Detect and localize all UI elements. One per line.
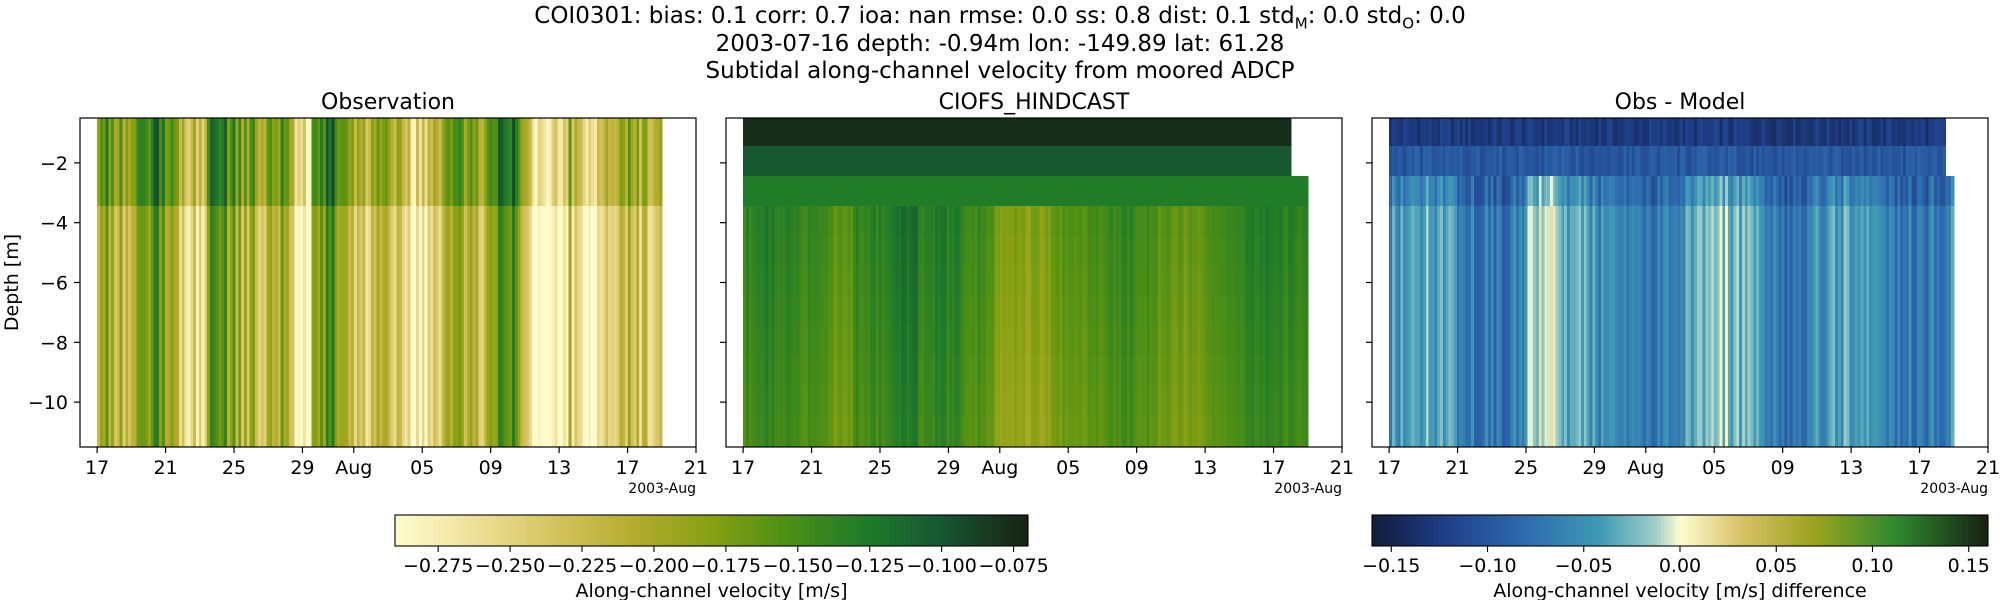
colorbar-tick-label: −0.125 <box>835 555 905 577</box>
x-tick-label: 21 <box>799 457 823 479</box>
y-tick-label: −8 <box>40 332 68 354</box>
figure-title-line-1: COI0301: bias: 0.1 corr: 0.7 ioa: nan rm… <box>534 3 1466 33</box>
x-tick-label: 13 <box>1839 457 1863 479</box>
x-tick-label: 21 <box>153 457 177 479</box>
colorbar-tick-label: −0.05 <box>1555 555 1613 577</box>
figure-title-line-2: 2003-07-16 depth: -0.94m lon: -149.89 la… <box>715 31 1285 57</box>
colorbar-tick-label: −0.075 <box>978 555 1048 577</box>
colorbar-tick-label: −0.150 <box>763 555 833 577</box>
panel-title: Observation <box>321 90 455 115</box>
x-tick-label: 05 <box>1702 457 1726 479</box>
x-tick-label: 17 <box>1907 457 1931 479</box>
x-tick-label: Aug <box>335 457 372 479</box>
x-tick-label: 09 <box>479 457 503 479</box>
x-tick-label: 21 <box>1330 457 1354 479</box>
colorbar-tick-label: −0.15 <box>1362 555 1420 577</box>
y-tick-label: −2 <box>40 153 68 175</box>
colorbar-tick-label: 0.00 <box>1659 555 1701 577</box>
figure-title-line-3: Subtidal along-channel velocity from moo… <box>705 58 1295 84</box>
x-tick-label: 21 <box>1976 457 2000 479</box>
x-tick-label: 17 <box>1377 457 1401 479</box>
x-tick-label: 25 <box>1514 457 1538 479</box>
panel-2: CIOFS_HINDCAST 17 21 25 29 Aug 05 09 13 17 21 2003-… <box>720 90 1354 497</box>
x-tick-label: 13 <box>1193 457 1217 479</box>
x-offset-label: 2003-Aug <box>1920 481 1988 497</box>
heatmap-cells <box>743 118 1309 448</box>
colorbar-tick-label: 0.15 <box>1948 555 1990 577</box>
x-offset-label: 2003-Aug <box>1274 481 1342 497</box>
colorbar-speed: −0.275 −0.250 −0.225 −0.200 −0.175 −0.150 −0.1… <box>394 514 1049 600</box>
colorbar-tick-label: 0.05 <box>1755 555 1797 577</box>
x-tick-label: 13 <box>547 457 571 479</box>
x-tick-label: 29 <box>290 457 314 479</box>
x-tick-label: 21 <box>684 457 708 479</box>
x-tick-label: 17 <box>1261 457 1285 479</box>
colorbar-tick-label: −0.250 <box>475 555 545 577</box>
x-offset-label: 2003-Aug <box>628 481 696 497</box>
x-tick-label: 25 <box>868 457 892 479</box>
x-tick-label: 29 <box>1582 457 1606 479</box>
colorbar-tick-label: −0.275 <box>403 555 473 577</box>
colorbar-tick-label: −0.175 <box>691 555 761 577</box>
x-tick-label: 25 <box>222 457 246 479</box>
panel-title: CIOFS_HINDCAST <box>939 90 1130 115</box>
colorbar-tick-label: 0.10 <box>1851 555 1893 577</box>
panel-1: Observation 17 21 25 29 Aug 05 09 13 17 21 2003-Aug… <box>1 90 708 497</box>
colorbar-tick-label: −0.200 <box>619 555 689 577</box>
colorbar-frame <box>394 514 1029 547</box>
panel-3: Obs - Model 17 21 25 29 Aug 05 09 13 17 21 2003-Aug <box>1366 90 2000 497</box>
panel-title: Obs - Model <box>1615 90 1746 115</box>
x-tick-label: Aug <box>1627 457 1664 479</box>
y-tick-label: −6 <box>40 273 68 295</box>
x-tick-label: Aug <box>981 457 1018 479</box>
colorbar-label: Along-channel velocity [m/s] difference <box>1493 580 1866 600</box>
x-tick-label: 21 <box>1445 457 1469 479</box>
x-tick-label: 17 <box>85 457 109 479</box>
heatmap-cells <box>1389 118 1955 448</box>
colorbar-delta: −0.15 −0.10 −0.05 0.00 0.05 0.10 0.15 Along-cha… <box>1362 514 1990 600</box>
y-tick-label: −10 <box>28 392 68 414</box>
x-tick-label: 05 <box>1056 457 1080 479</box>
x-tick-label: 05 <box>410 457 434 479</box>
colorbar-tick-label: −0.100 <box>907 555 977 577</box>
colorbar-tick-label: −0.10 <box>1458 555 1516 577</box>
y-axis-label: Depth [m] <box>1 234 23 331</box>
x-tick-label: 29 <box>936 457 960 479</box>
heatmap-cells <box>97 118 663 448</box>
y-tick-label: −4 <box>40 213 68 235</box>
x-tick-label: 09 <box>1125 457 1149 479</box>
x-tick-label: 17 <box>615 457 639 479</box>
colorbar-label: Along-channel velocity [m/s] <box>575 580 847 600</box>
x-tick-label: 17 <box>731 457 755 479</box>
colorbar-tick-label: −0.225 <box>547 555 617 577</box>
x-tick-label: 09 <box>1771 457 1795 479</box>
